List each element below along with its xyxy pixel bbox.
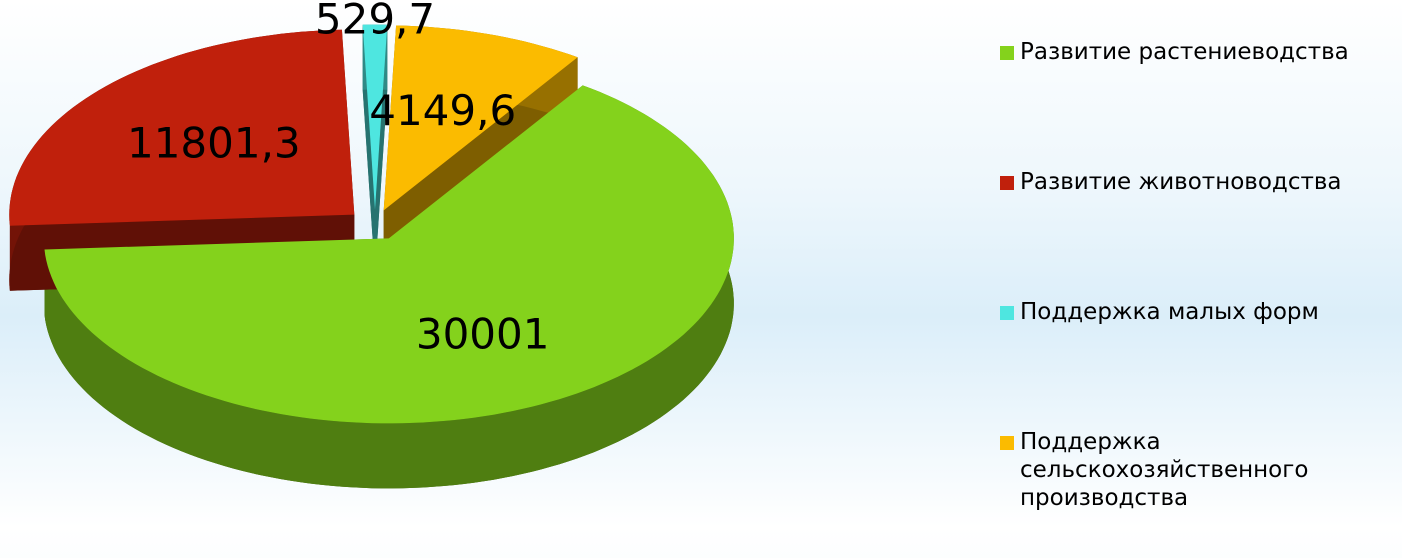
legend-swatch	[1000, 306, 1014, 320]
slice	[383, 25, 578, 211]
legend-swatch	[1000, 46, 1014, 60]
legend-item: Поддержка сельскохозяйственного производ…	[1000, 428, 1400, 558]
data-label: 11801,3	[127, 119, 301, 168]
legend: Развитие растениеводства Развитие животно…	[1000, 38, 1400, 558]
legend-item: Поддержка малых форм	[1000, 298, 1400, 428]
legend-label: Поддержка малых форм	[1020, 299, 1319, 325]
legend-swatch	[1000, 176, 1014, 190]
data-label: 4149,6	[369, 86, 516, 135]
legend-item: Развитие растениеводства	[1000, 38, 1400, 168]
legend-swatch	[1000, 436, 1014, 450]
data-label: 529,7	[315, 0, 435, 44]
slice	[362, 24, 388, 210]
page: 30001 11801,3 529,7 4149,6 Развитие растени…	[0, 0, 1402, 527]
legend-label: Поддержка сельскохозяйственного производ…	[1020, 429, 1309, 511]
chart: 30001 11801,3 529,7 4149,6	[9, 0, 734, 489]
legend-label: Развитие растениеводства	[1020, 39, 1349, 65]
slice	[44, 85, 734, 424]
slice	[9, 29, 355, 226]
legend-label: Развитие животноводства	[1020, 169, 1342, 195]
data-label: 30001	[416, 309, 550, 358]
legend-item: Развитие животноводства	[1000, 168, 1400, 298]
